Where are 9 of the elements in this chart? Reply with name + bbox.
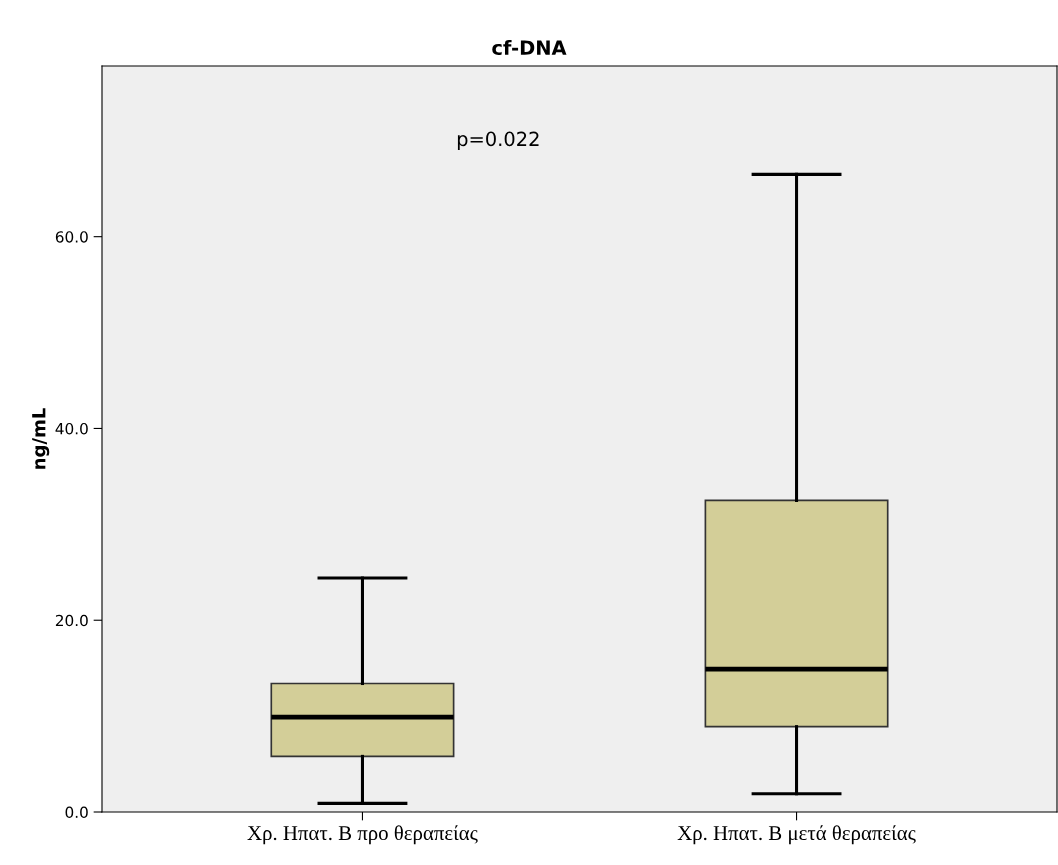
annotation: p=0.022 xyxy=(457,131,539,151)
y-axis-title: ng/mL xyxy=(32,408,50,469)
y-tick-label: 20.0 xyxy=(55,614,88,627)
chart-title: cf-DNA xyxy=(492,40,567,56)
y-tick-label: 60.0 xyxy=(55,231,88,243)
y-tick-label: 0.0 xyxy=(65,806,88,819)
x-tick-label: Χρ. Ηπατ. Β μετά θεραπείας xyxy=(677,825,916,845)
y-tick-label: 40.0 xyxy=(55,422,88,435)
x-tick-label: Χρ. Ηπατ. Β προ θεραπείας xyxy=(247,825,478,845)
